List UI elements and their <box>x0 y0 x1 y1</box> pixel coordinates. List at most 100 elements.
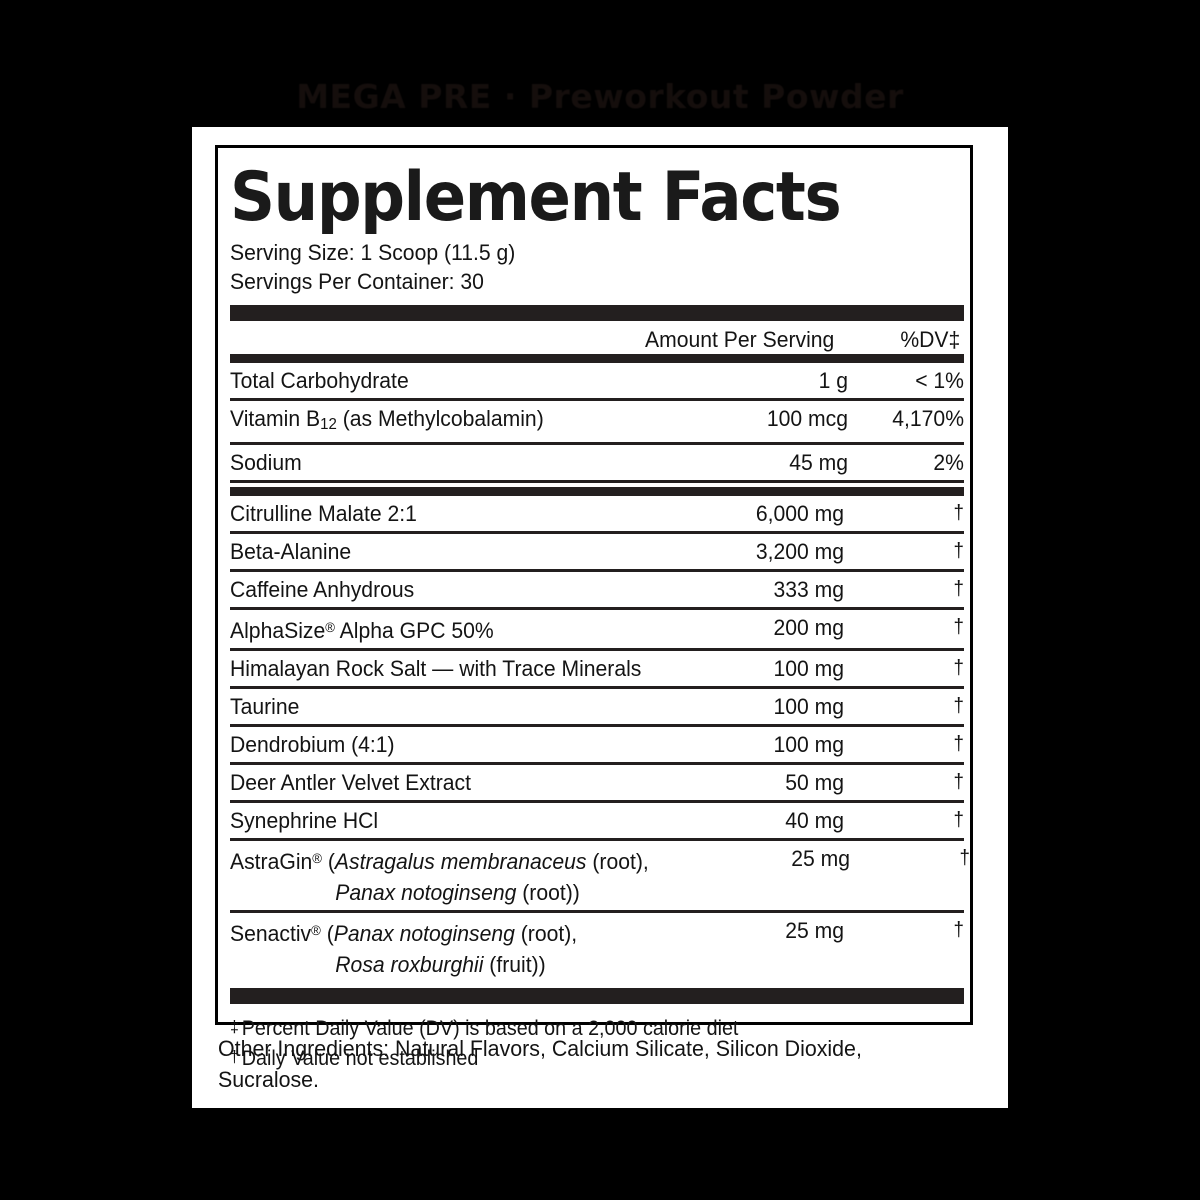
product-title-bar: MEGA PRE · Preworkout Powder <box>0 76 1200 116</box>
nutrient-daily-value: † <box>953 540 964 562</box>
nutrient-name: Vitamin B12 (as Methylcobalamin) <box>230 403 642 440</box>
botanical-name-secondary: Rosa roxburghii <box>335 952 484 977</box>
nutrient-amount: 25 mg <box>785 918 844 943</box>
nutrient-name-open-paren: ( <box>321 849 335 874</box>
nutrient-amount: 333 mg <box>773 577 844 602</box>
rule-under-headers <box>230 354 964 363</box>
footnote-daily-value-basis: ‡ Percent Daily Value (DV) is based on a … <box>230 1013 920 1043</box>
registered-trademark-icon: ® <box>311 922 321 938</box>
supplement-label-page: Supplement Facts Serving Size: 1 Scoop (… <box>192 127 1008 1108</box>
nutrient-amount: 50 mg <box>785 770 844 795</box>
servings-per-container-line: Servings Per Container: 30 <box>230 269 484 294</box>
nutrient-name: Himalayan Rock Salt — with Trace Mineral… <box>230 656 642 681</box>
dagger-icon: † <box>230 1047 239 1066</box>
botanical-name-secondary: Panax notoginseng <box>335 880 517 905</box>
footnotes-block: ‡ Percent Daily Value (DV) is based on a … <box>230 1004 964 1073</box>
footnote-dv-not-established: † Daily Value not established <box>230 1043 920 1073</box>
botanical-name-primary: Astragalus membranaceus <box>334 849 587 874</box>
rule-mid-thick <box>230 487 964 496</box>
nutrient-name-line2: Rosa roxburghii (fruit)) <box>230 949 644 980</box>
nutrient-daily-value: † <box>953 809 964 831</box>
nutrient-name-base: Vitamin B <box>230 406 321 431</box>
nutrient-amount: 25 mg <box>790 846 850 871</box>
table-row: Senactiv® (Panax notoginseng (root), Rosa… <box>230 913 964 982</box>
table-row: Dendrobium (4:1) 100 mg † <box>230 727 964 765</box>
botanical-part-secondary: (root)) <box>516 880 580 905</box>
table-row: Taurine 100 mg † <box>230 689 964 727</box>
table-row: Vitamin B12 (as Methylcobalamin) 100 mcg… <box>230 401 964 445</box>
nutrient-daily-value: † <box>953 578 964 600</box>
nutrient-daily-value: † <box>953 771 964 793</box>
botanical-part-primary: (root), <box>586 849 649 874</box>
nutrient-name-base: AstraGin <box>230 849 313 874</box>
nutrient-name: Beta-Alanine <box>230 539 352 564</box>
registered-trademark-icon: ® <box>312 850 322 866</box>
nutrient-amount: 3,200 mg <box>755 539 844 564</box>
nutrient-amount: 45 mg <box>789 450 848 475</box>
nutrient-amount: 100 mcg <box>766 406 848 431</box>
table-row: Deer Antler Velvet Extract 50 mg † <box>230 765 964 803</box>
nutrient-name-subscript: 12 <box>320 416 337 433</box>
footnote-text: Daily Value not established <box>241 1047 479 1070</box>
nutrient-name-open-paren: ( <box>320 921 334 946</box>
supplement-facts-panel: Supplement Facts Serving Size: 1 Scoop (… <box>215 145 973 1070</box>
nutrient-daily-value: † <box>953 919 964 941</box>
table-row: Total Carbohydrate 1 g < 1% <box>230 363 964 401</box>
footnote-text: Percent Daily Value (DV) is based on a 2… <box>241 1017 739 1040</box>
nutrient-name-suffix: (as Methylcobalamin) <box>336 406 544 431</box>
table-row: AstraGin® (Astragalus membranaceus (root… <box>230 841 970 913</box>
table-row: AlphaSize® Alpha GPC 50% 200 mg † <box>230 610 964 651</box>
nutrient-name: Dendrobium (4:1) <box>230 732 395 757</box>
nutrient-name: Caffeine Anhydrous <box>230 577 415 602</box>
nutrient-daily-value: < 1% <box>915 368 964 393</box>
supplement-facts-heading: Supplement Facts <box>230 158 842 237</box>
column-header-amount: Amount Per Serving <box>644 327 834 352</box>
nutrient-name: Total Carbohydrate <box>230 368 409 393</box>
nutrient-daily-value: † <box>953 733 964 755</box>
nutrient-daily-value: † <box>953 502 964 524</box>
table-row: Himalayan Rock Salt — with Trace Mineral… <box>230 651 964 689</box>
nutrient-name-line2: Panax notoginseng (root)) <box>230 877 649 908</box>
rule-bottom-thick <box>230 988 964 1004</box>
nutrient-daily-value: † <box>959 847 970 869</box>
nutrient-name: Citrulline Malate 2:1 <box>230 501 417 526</box>
registered-trademark-icon: ® <box>325 619 335 635</box>
serving-size-line: Serving Size: 1 Scoop (11.5 g) <box>230 240 516 265</box>
nutrient-amount: 100 mg <box>773 656 844 681</box>
nutrient-block-ingredients: Citrulline Malate 2:1 6,000 mg † Beta-Al… <box>230 496 970 982</box>
botanical-part-secondary: (fruit)) <box>483 952 546 977</box>
table-row: Citrulline Malate 2:1 6,000 mg † <box>230 496 964 534</box>
nutrient-block-vitamins: Total Carbohydrate 1 g < 1% Vitamin B12 … <box>230 363 964 483</box>
table-row: Caffeine Anhydrous 333 mg † <box>230 572 964 610</box>
other-ingredients-text: Other Ingredients: Natural Flavors, Calc… <box>218 1036 862 1092</box>
table-row: Sodium 45 mg 2% <box>230 445 964 483</box>
nutrient-name-base: AlphaSize <box>230 618 326 643</box>
nutrient-name: AstraGin® (Astragalus membranaceus (root… <box>230 843 654 908</box>
botanical-name-primary: Panax notoginseng <box>333 921 515 946</box>
nutrient-amount: 200 mg <box>773 615 844 640</box>
nutrient-name: AlphaSize® Alpha GPC 50% <box>230 612 649 646</box>
nutrient-name-suffix: Alpha GPC 50% <box>334 618 494 643</box>
nutrient-daily-value: 2% <box>933 450 964 475</box>
nutrient-amount: 1 g <box>818 368 848 393</box>
nutrient-name: Synephrine HCl <box>230 808 379 833</box>
nutrient-amount: 40 mg <box>785 808 844 833</box>
nutrient-daily-value: 4,170% <box>892 406 964 431</box>
table-row: Synephrine HCl 40 mg † <box>230 803 964 841</box>
column-header-daily-value: %DV‡ <box>900 327 961 352</box>
double-dagger-icon: ‡ <box>230 1017 239 1036</box>
rule-top-thick <box>230 305 964 321</box>
botanical-part-primary: (root), <box>514 921 578 946</box>
nutrient-name: Taurine <box>230 694 300 719</box>
nutrient-amount: 100 mg <box>773 694 844 719</box>
nutrient-name: Sodium <box>230 450 302 475</box>
nutrient-name: Senactiv® (Panax notoginseng (root), Rosa… <box>230 915 649 980</box>
nutrient-amount: 100 mg <box>773 732 844 757</box>
nutrient-daily-value: † <box>953 616 964 638</box>
nutrient-name: Deer Antler Velvet Extract <box>230 770 471 795</box>
product-title-text: MEGA PRE · Preworkout Powder <box>296 76 904 116</box>
nutrient-daily-value: † <box>953 695 964 717</box>
column-header-row: Amount Per Serving %DV‡ <box>230 321 964 354</box>
nutrient-name-base: Senactiv <box>230 921 312 946</box>
nutrient-amount: 6,000 mg <box>755 501 844 526</box>
